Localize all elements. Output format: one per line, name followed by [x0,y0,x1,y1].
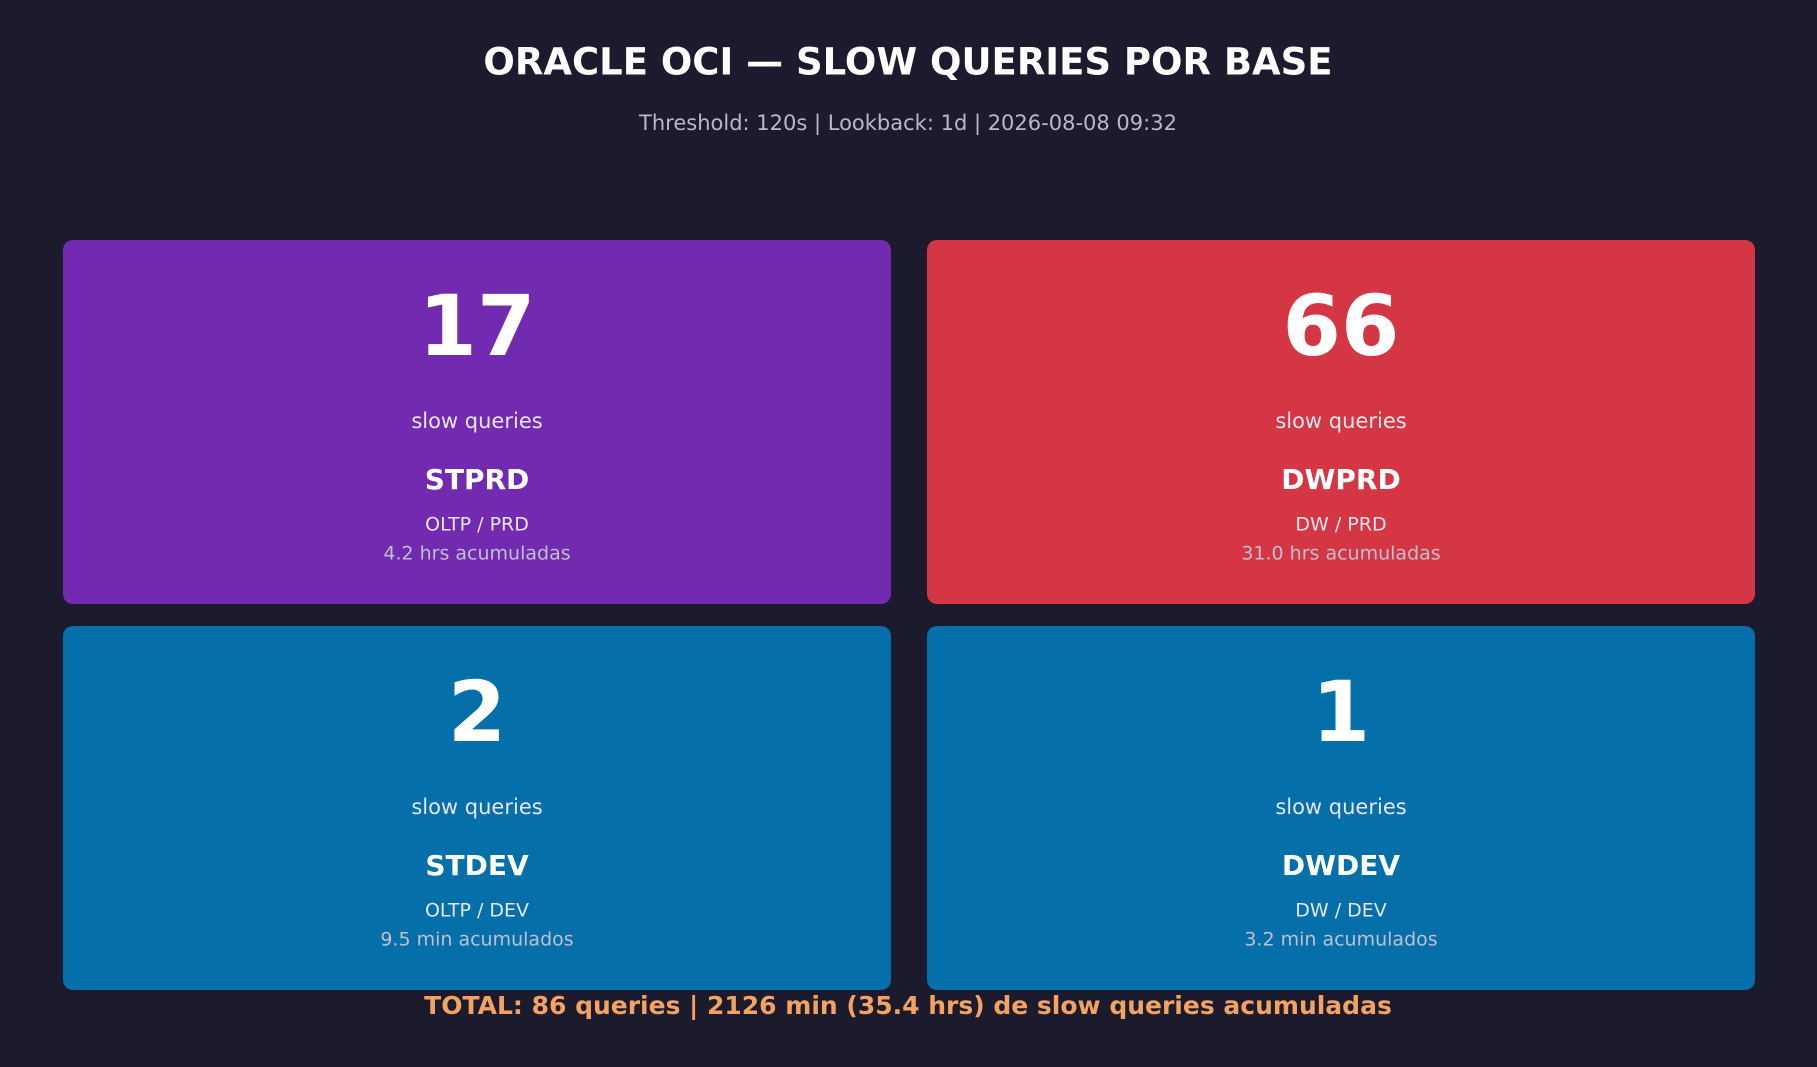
card-count-label: slow queries [411,409,542,433]
card-name: DWDEV [1282,849,1400,882]
card-count: 66 [1283,277,1400,375]
card-accumulated: 4.2 hrs acumuladas [383,543,570,565]
card [63,240,891,604]
card-kind: OLTP / PRD [425,514,529,536]
card-count: 2 [448,663,506,761]
cards: 17 slow queries STPRD OLTP / PRD 4.2 hrs acu… [63,240,1755,990]
card-count-label: slow queries [1275,409,1406,433]
card-accumulated: 3.2 min acumulados [1244,929,1437,951]
card-accumulated: 9.5 min acumulados [380,929,573,951]
card-accumulated: 31.0 hrs acumuladas [1241,543,1440,565]
card [63,626,891,990]
footer-total: TOTAL: 86 queries | 2126 min (35.4 hrs) … [424,991,1392,1020]
title: ORACLE OCI — SLOW QUERIES POR BASE [483,41,1332,84]
card-count: 1 [1312,663,1370,761]
card-name: STPRD [425,463,530,496]
card-name: DWPRD [1281,463,1400,496]
card-kind: DW / PRD [1295,514,1386,536]
card-kind: OLTP / DEV [425,900,529,922]
subtitle: Threshold: 120s | Lookback: 1d | 2026-08… [638,111,1177,136]
card [927,240,1755,604]
card-name: STDEV [425,849,529,882]
card-kind: DW / DEV [1295,900,1387,922]
card [927,626,1755,990]
card-count-label: slow queries [411,795,542,819]
card-count-label: slow queries [1275,795,1406,819]
card-count: 17 [419,277,536,375]
